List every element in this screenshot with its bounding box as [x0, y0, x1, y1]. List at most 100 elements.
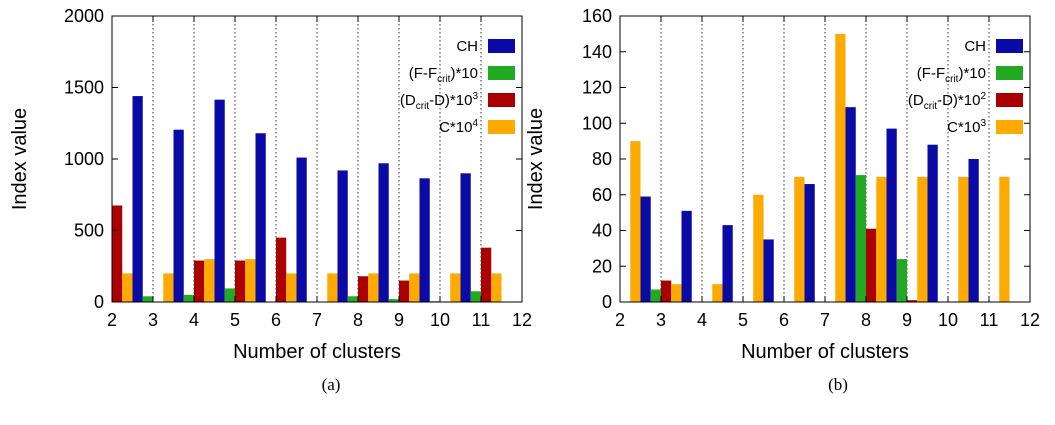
- y-tick-label: 40: [592, 221, 612, 241]
- legend-swatch: [996, 39, 1023, 53]
- bar-a-s2-8: [358, 276, 369, 302]
- x-tick-label: 12: [512, 310, 532, 330]
- bar-a-s1-4: [183, 294, 194, 302]
- bar-b-s3-9: [917, 176, 928, 302]
- x-tick-label: 3: [656, 310, 666, 330]
- bar-b-s3-4: [712, 284, 723, 302]
- x-tick-label: 2: [615, 310, 625, 330]
- x-tick-label: 6: [779, 310, 789, 330]
- y-tick-label: 120: [582, 78, 612, 98]
- bar-b-s3-11: [999, 176, 1010, 302]
- legend-swatch: [996, 120, 1023, 134]
- panel-caption: (a): [322, 375, 341, 394]
- legend-swatch: [488, 120, 515, 134]
- legend-swatch: [996, 93, 1023, 107]
- bar-b-s2-3: [661, 280, 672, 302]
- y-tick-label: 0: [94, 292, 104, 312]
- bar-a-s3-2: [122, 273, 133, 302]
- bar-b-s3-7: [835, 33, 846, 302]
- bar-b-s1-8: [855, 175, 866, 302]
- bar-b-s1-3: [650, 289, 661, 302]
- y-axis-label: Index value: [525, 108, 547, 210]
- x-tick-label: 8: [353, 310, 363, 330]
- bar-a-s0-3: [132, 96, 143, 302]
- y-tick-label: 160: [582, 6, 612, 26]
- bar-b-s3-5: [753, 194, 764, 302]
- legend-label: CH: [456, 38, 478, 55]
- x-tick-label: 10: [430, 310, 450, 330]
- x-tick-label: 7: [312, 310, 322, 330]
- bar-a-s1-9: [388, 299, 399, 302]
- legend-label: (Dcrit-D)*102: [908, 91, 987, 112]
- x-axis-label: Number of clusters: [741, 341, 909, 363]
- bar-b-s0-6: [763, 239, 774, 302]
- panel-caption: (b): [828, 375, 848, 394]
- x-tick-label: 9: [902, 310, 912, 330]
- legend-swatch: [488, 93, 515, 107]
- y-tick-label: 0: [602, 292, 612, 312]
- y-tick-label: 1500: [64, 78, 104, 98]
- bar-a-s3-10: [450, 273, 461, 302]
- x-tick-label: 4: [697, 310, 707, 330]
- x-tick-label: 12: [1020, 310, 1040, 330]
- x-tick-label: 9: [394, 310, 404, 330]
- chart-panel-a: 0 500 1000 1500 2000 2 3 4 5 6 7 8 9 10 11 12 Number of …: [9, 6, 532, 394]
- x-tick-label: 4: [189, 310, 199, 330]
- x-tick-label: 2: [107, 310, 117, 330]
- bar-a-s2-11: [481, 247, 492, 302]
- x-tick-label: 11: [980, 310, 999, 330]
- x-tick-label: 11: [472, 310, 491, 330]
- legend-label: (F-Fcrit)*10: [409, 65, 478, 85]
- bar-b-s3-6: [794, 176, 805, 302]
- bar-b-s2-9: [907, 300, 918, 302]
- bar-a-s1-5: [224, 288, 235, 302]
- bar-a-s3-6: [286, 273, 297, 302]
- bar-a-s3-8: [368, 273, 379, 302]
- legend-swatch: [996, 66, 1023, 80]
- y-tick-label: 140: [582, 42, 612, 62]
- bar-a-s2-6: [276, 237, 287, 302]
- legend-label: CH: [964, 38, 986, 55]
- bar-a-s1-11: [470, 291, 481, 302]
- bar-a-s3-5: [245, 259, 256, 302]
- bar-a-s3-4: [204, 259, 215, 302]
- bar-a-s0-5: [214, 99, 225, 302]
- x-tick-label: 7: [820, 310, 830, 330]
- y-tick-label: 20: [592, 256, 612, 276]
- bar-b-s2-8: [866, 228, 877, 302]
- y-tick-label: 2000: [64, 6, 104, 26]
- bar-a-s0-10: [419, 178, 430, 302]
- bar-a-s0-9: [378, 163, 389, 302]
- y-tick-label: 60: [592, 185, 612, 205]
- bar-a-s0-6: [255, 133, 266, 302]
- legend-swatch: [488, 66, 515, 80]
- bar-b-s3-3: [671, 284, 682, 302]
- bar-a-s2-5: [235, 260, 246, 302]
- bar-b-s0-11: [968, 159, 979, 302]
- bar-a-s2-9: [399, 280, 410, 302]
- bar-a-s0-8: [337, 170, 348, 302]
- bar-a-s3-9: [409, 273, 420, 302]
- y-tick-label: 80: [592, 149, 612, 169]
- x-tick-label: 8: [861, 310, 871, 330]
- bar-b-s0-9: [886, 128, 897, 302]
- bar-b-s0-7: [804, 184, 815, 302]
- bar-a-s1-8: [347, 296, 358, 302]
- bar-a-s2-2: [112, 205, 123, 302]
- x-tick-label: 5: [738, 310, 748, 330]
- x-tick-label: 10: [938, 310, 958, 330]
- bar-a-s0-11: [460, 173, 471, 302]
- bar-a-s1-3: [142, 296, 153, 302]
- x-tick-label: 5: [230, 310, 240, 330]
- bar-a-s0-7: [296, 157, 307, 302]
- bar-a-s3-11: [491, 273, 502, 302]
- bar-b-s0-10: [927, 144, 938, 302]
- bar-b-s3-10: [958, 176, 969, 302]
- x-tick-label: 6: [271, 310, 281, 330]
- bar-b-s0-3: [640, 196, 651, 302]
- bar-b-s3-8: [876, 176, 887, 302]
- legend-swatch: [488, 39, 515, 53]
- bar-a-s3-7: [327, 273, 338, 302]
- bar-b-s3-2: [630, 141, 641, 302]
- bar-a-s3-3: [163, 273, 174, 302]
